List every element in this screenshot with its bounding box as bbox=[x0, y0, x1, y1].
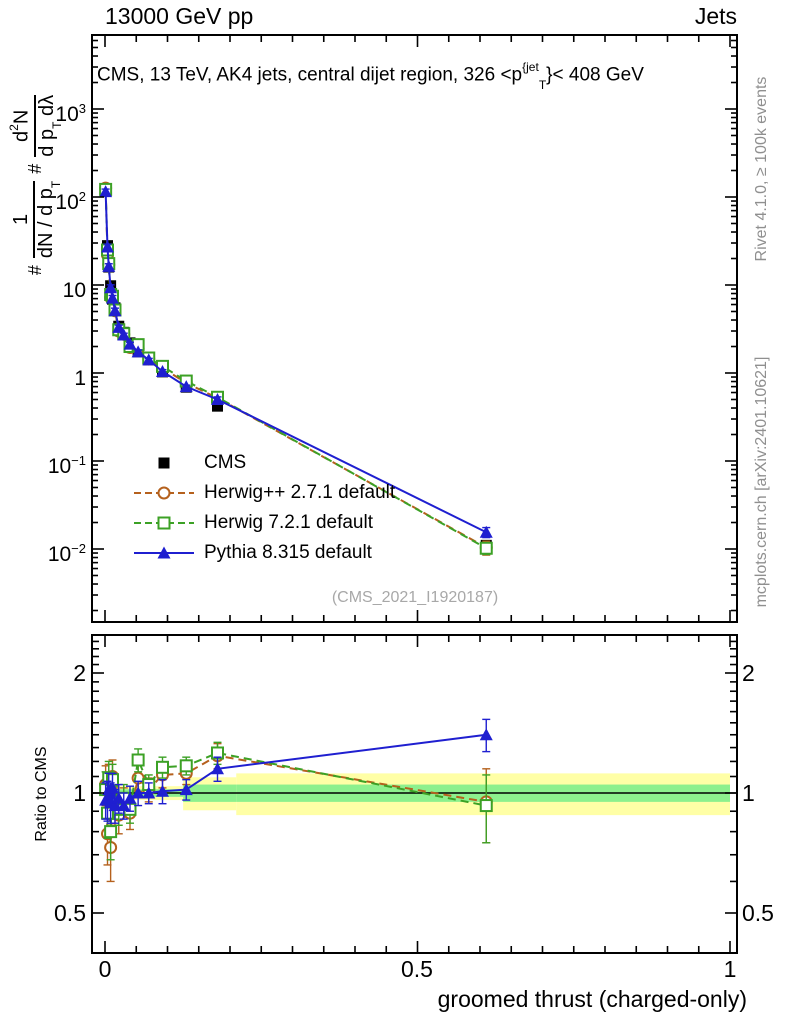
legend-item-herwig: Herwig 7.2.1 default bbox=[132, 508, 395, 538]
ylabel-hash2: # bbox=[24, 163, 45, 174]
herwigpp-marker-icon bbox=[134, 486, 194, 500]
herwig-marker-icon bbox=[134, 516, 194, 530]
xtick-05: 0.5 bbox=[401, 956, 433, 982]
legend-label-herwig: Herwig 7.2.1 default bbox=[204, 512, 373, 533]
ytick-1e1: 10 bbox=[62, 279, 86, 302]
ratio-uncertainty-bands bbox=[105, 773, 730, 816]
ytick-1e2: 102 bbox=[55, 189, 86, 214]
legend-label-herwigpp: Herwig++ 2.7.1 default bbox=[204, 482, 396, 503]
panel-frames bbox=[91, 34, 738, 954]
ratio-series bbox=[99, 718, 493, 883]
axis-ticks bbox=[92, 35, 737, 953]
ratio-ytick-1-right: 1 bbox=[742, 780, 755, 806]
main-y-axis-title: # 1 dN / d pT # d2N d pT dλ bbox=[3, 35, 67, 335]
ytick-1: 1 bbox=[74, 367, 86, 390]
legend-item-cms: CMS bbox=[132, 448, 395, 478]
ylabel-frac2: d2N d pT dλ bbox=[6, 94, 64, 157]
ratio-panel-frame bbox=[91, 634, 738, 954]
ratio-ytick-1-left: 1 bbox=[73, 780, 86, 806]
plot-title-suffix: }< 408 GeV bbox=[546, 64, 644, 86]
ratio-ytick-2-right: 2 bbox=[742, 660, 755, 686]
plot-title-text: CMS, 13 TeV, AK4 jets, central dijet reg… bbox=[97, 64, 523, 86]
xtick-1: 1 bbox=[723, 956, 737, 982]
ylabel-frac1: 1 dN / d pT bbox=[9, 180, 63, 259]
herwigpp-line bbox=[104, 188, 487, 549]
analysis-id-watermark: (CMS_2021_I1920187) bbox=[331, 589, 499, 606]
beam-energy-label: 13000 GeV pp bbox=[105, 3, 254, 29]
legend: CMS Herwig++ 2.7.1 default Herwig 7.2.1 … bbox=[132, 448, 395, 568]
legend-item-herwigpp: Herwig++ 2.7.1 default bbox=[132, 478, 395, 508]
cms-marker-icon bbox=[158, 457, 170, 469]
x-axis-title: groomed thrust (charged-only) bbox=[437, 986, 747, 1012]
xtick-0: 0 bbox=[98, 956, 112, 982]
legend-label-cms: CMS bbox=[204, 452, 247, 473]
rivet-version-note: Rivet 4.1.0, ≥ 100k events bbox=[753, 76, 770, 262]
ratio-ytick-2-left: 2 bbox=[73, 660, 86, 686]
pythia-marker-icon bbox=[134, 546, 194, 559]
legend-label-pythia: Pythia 8.315 default bbox=[204, 542, 372, 563]
plot-title-sup: {jet bbox=[522, 60, 539, 74]
pythia-main bbox=[99, 185, 493, 539]
plot-title: CMS, 13 TeV, AK4 jets, central dijet reg… bbox=[97, 60, 644, 92]
ratio-ytick-05-left: 0.5 bbox=[54, 900, 86, 926]
ytick-1e-1: 10−1 bbox=[47, 453, 86, 478]
ratio-ytick-05-right: 0.5 bbox=[742, 900, 774, 926]
pythia-ratio bbox=[99, 718, 493, 824]
ylabel-hash1: # bbox=[24, 265, 45, 276]
ytick-1e-2: 10−2 bbox=[47, 541, 86, 566]
ytick-1e3: 103 bbox=[55, 101, 86, 126]
mcplots-arxiv-note: mcplots.cern.ch [arXiv:2401.10621] bbox=[753, 356, 770, 608]
main-series bbox=[99, 181, 493, 556]
main-panel-frame bbox=[91, 34, 738, 623]
plot-title-sub: T bbox=[538, 78, 547, 93]
legend-item-pythia: Pythia 8.315 default bbox=[132, 538, 395, 568]
analysis-group-label: Jets bbox=[694, 3, 737, 29]
